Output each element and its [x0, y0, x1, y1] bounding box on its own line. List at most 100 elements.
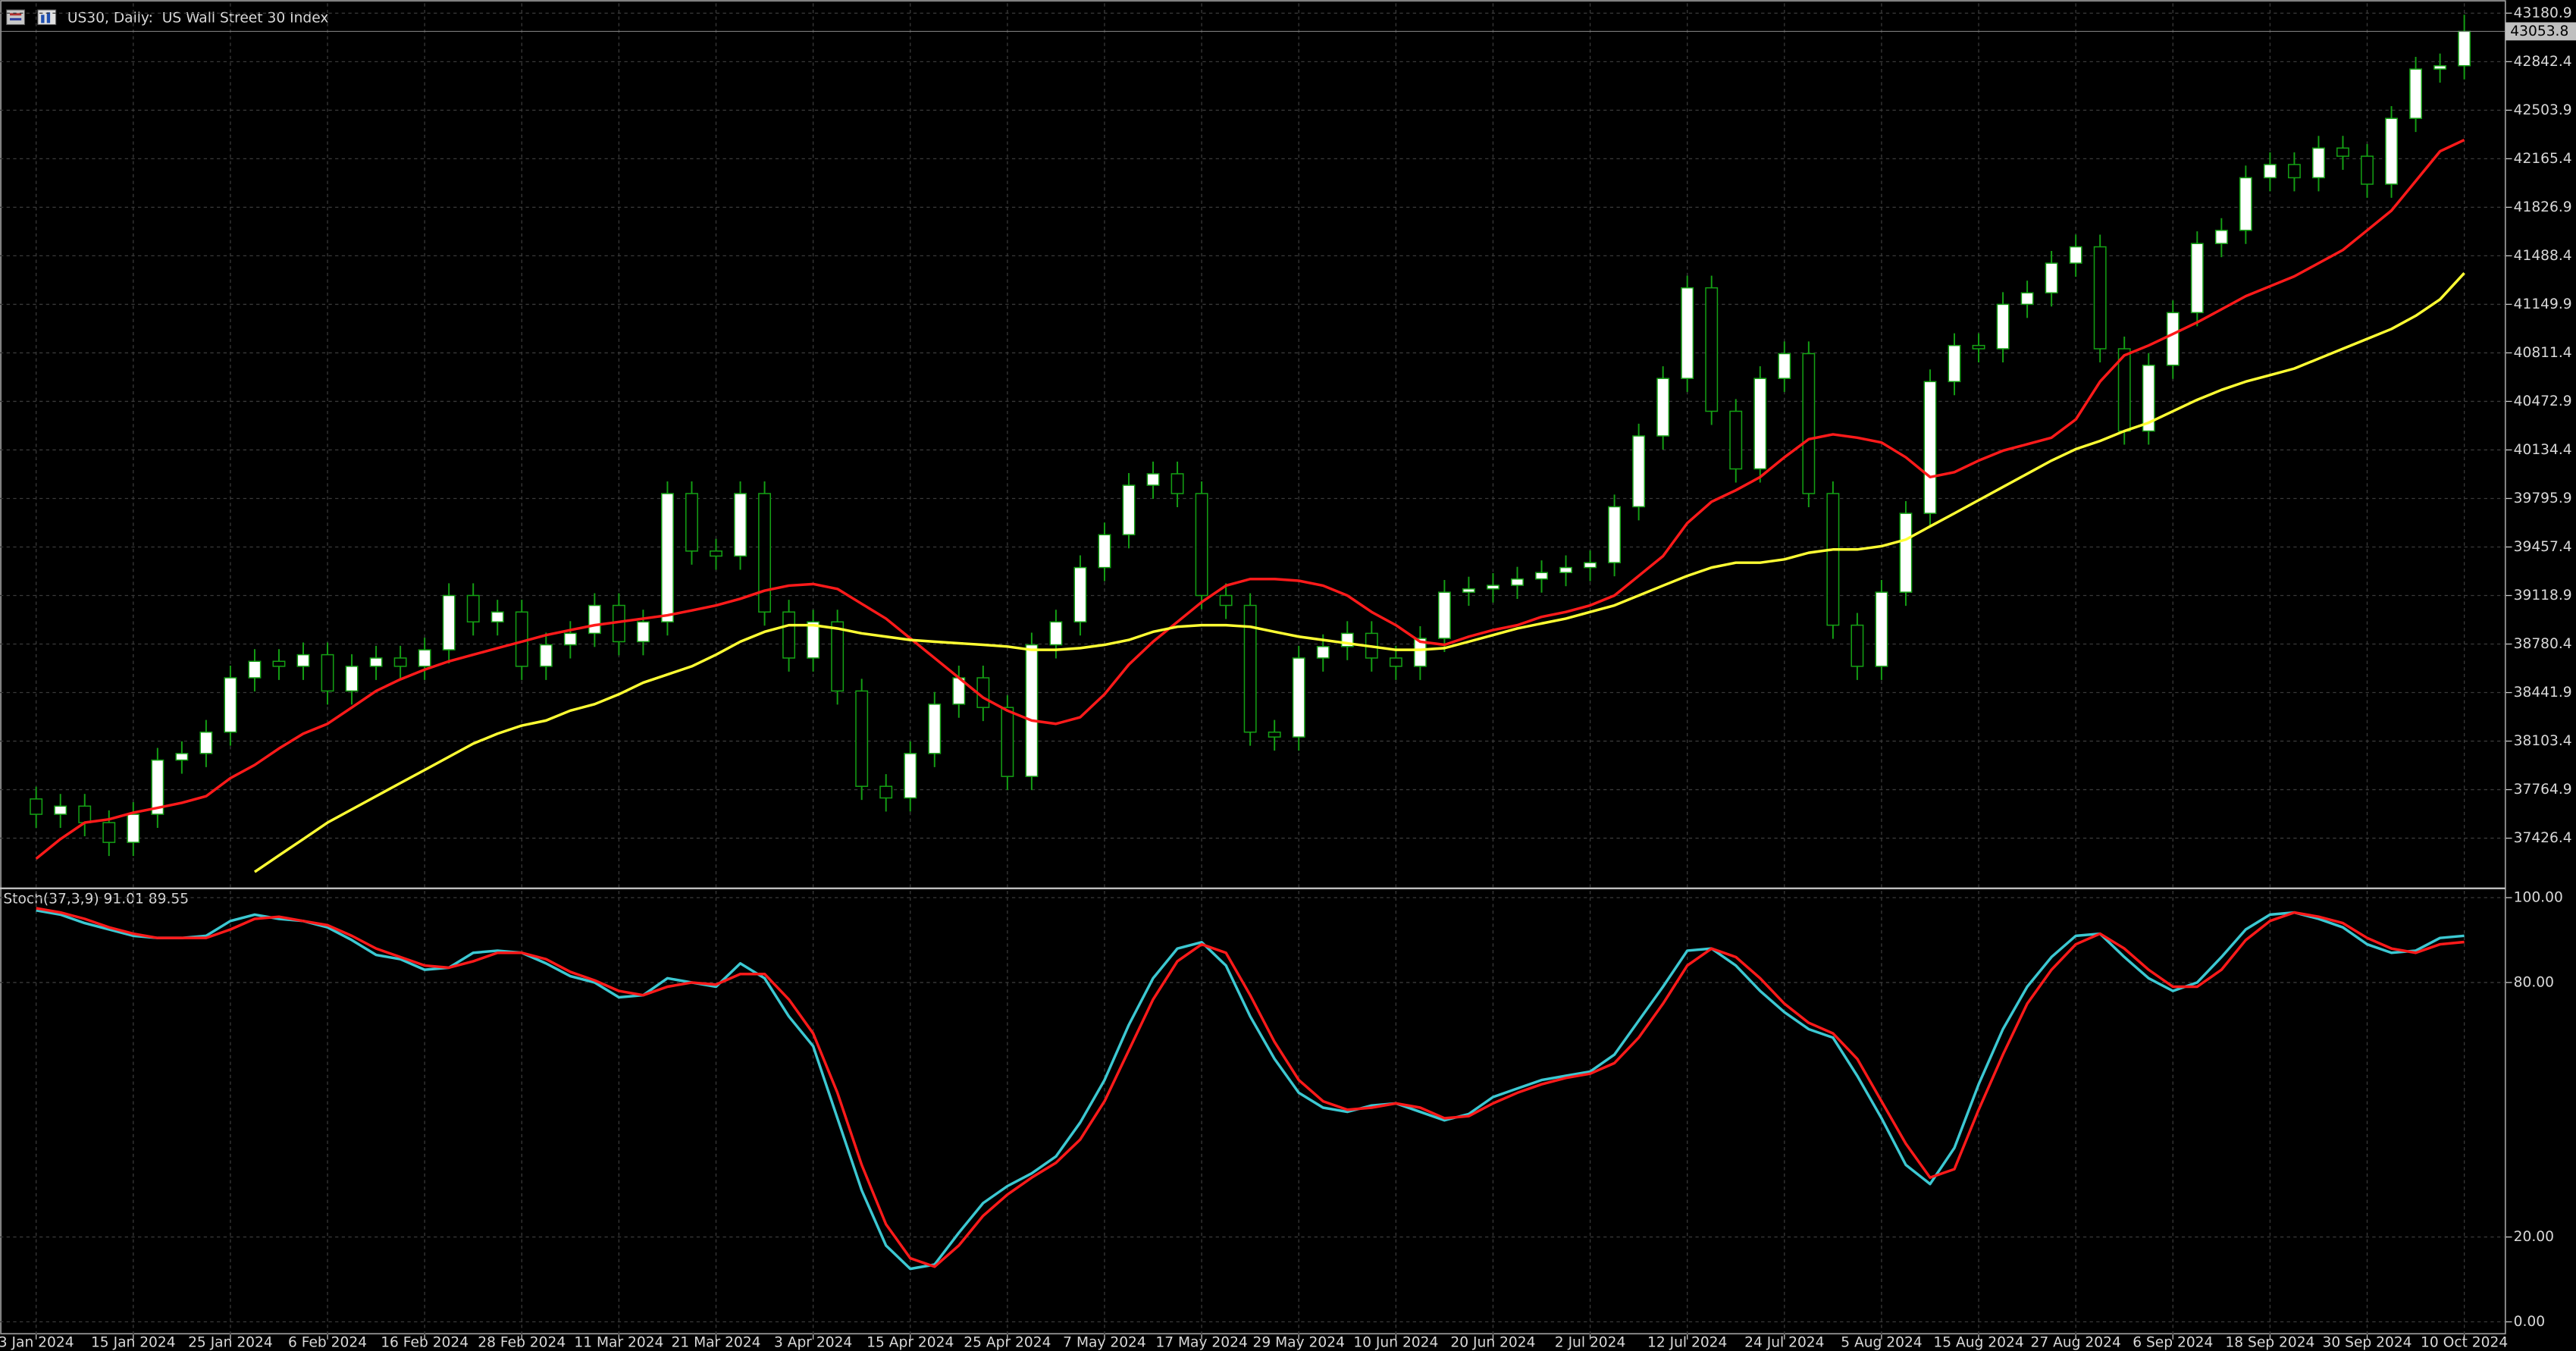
candle-body [30, 798, 43, 815]
candle-body [1268, 731, 1281, 738]
x-tick-label: 24 Jul 2024 [1744, 1335, 1824, 1351]
candle-body [2166, 312, 2180, 366]
candle-body [1656, 378, 1670, 437]
candle-body [758, 493, 772, 613]
y-tick-label: 39795.9 [2514, 491, 2572, 506]
y-tick-label: 80.00 [2514, 974, 2554, 990]
x-tick-label: 3 Apr 2024 [774, 1335, 852, 1351]
x-tick-label: 15 Apr 2024 [867, 1335, 954, 1351]
y-tick-label: 39457.4 [2514, 539, 2572, 555]
candle-body [102, 822, 116, 843]
y-tick-label: 0.00 [2514, 1314, 2545, 1330]
candle-body [1559, 566, 1572, 573]
y-tick-label: 39118.9 [2514, 588, 2572, 603]
candle-body [2214, 230, 2228, 244]
candle-body [710, 550, 722, 557]
icon-stripe [10, 17, 22, 20]
candle-body [1292, 657, 1305, 738]
candle-body [563, 632, 577, 646]
x-tick-label: 10 Oct 2024 [2421, 1335, 2508, 1351]
x-tick-label: 5 Aug 2024 [1841, 1335, 1922, 1351]
candle-body [1146, 473, 1160, 486]
candle-body [2409, 68, 2423, 119]
candle-body [2433, 64, 2447, 70]
icon-bar [46, 12, 51, 24]
x-tick-label: 18 Sep 2024 [2225, 1335, 2314, 1351]
candle-body [54, 805, 67, 815]
candle-body [539, 644, 553, 667]
x-tick-label: 29 May 2024 [1253, 1335, 1345, 1351]
candle-body [734, 493, 747, 557]
candle-body [175, 753, 189, 761]
x-tick-label: 6 Sep 2024 [2133, 1335, 2213, 1351]
candle-body [588, 604, 601, 635]
candle-body [2045, 262, 2058, 294]
candle-body [272, 660, 286, 667]
candle-body [296, 654, 310, 667]
candle-body [2020, 292, 2034, 306]
candlestick-panel [30, 14, 2471, 873]
candle-body [2239, 177, 2252, 231]
x-tick-label: 27 Aug 2024 [2031, 1335, 2121, 1351]
candle-body [127, 813, 140, 843]
icon-stripe [10, 13, 22, 16]
candle-body [1705, 287, 1719, 412]
candle-body [1316, 646, 1330, 659]
candle-body [442, 594, 456, 650]
candle-body [1535, 572, 1548, 580]
candle-body [1389, 657, 1402, 667]
candle-body [224, 677, 237, 733]
candle-body [1875, 591, 1888, 667]
candle-body [782, 611, 796, 659]
x-tick-label: 15 Aug 2024 [1933, 1335, 2023, 1351]
candle-body [1487, 585, 1500, 590]
candle-body [904, 753, 917, 799]
candle-body [1584, 562, 1597, 569]
candle-body [2385, 118, 2398, 185]
candle-body [1195, 493, 1208, 597]
y-tick-label: 38103.4 [2514, 733, 2572, 749]
y-tick-label: 38780.4 [2514, 636, 2572, 652]
x-tick-label: 30 Sep 2024 [2323, 1335, 2412, 1351]
candle-body [151, 759, 165, 815]
y-tick-label: 41826.9 [2514, 199, 2572, 215]
candle-body [369, 657, 383, 667]
x-tick-label: 12 Jul 2024 [1647, 1335, 1727, 1351]
y-tick-label: 41488.4 [2514, 248, 2572, 264]
candle-body [1802, 353, 1816, 494]
x-tick-label: 16 Feb 2024 [381, 1335, 469, 1351]
indicator-line [36, 909, 2465, 1271]
candle-body [199, 731, 213, 754]
x-tick-label: 3 Jan 2024 [0, 1335, 74, 1351]
last-price-box [2505, 22, 2576, 41]
indicator-line [36, 907, 2465, 1268]
candle-body [855, 690, 869, 787]
x-tick-label: 20 Jun 2024 [1450, 1335, 1535, 1351]
candle-body [1122, 484, 1136, 536]
candle-body [78, 805, 92, 823]
indicator-title: Stoch(37,3,9) 91.01 89.55 [3, 891, 189, 907]
x-tick-label: 11 Mar 2024 [574, 1335, 663, 1351]
candle-body [490, 611, 504, 623]
x-tick-label: 15 Jan 2024 [91, 1335, 176, 1351]
y-tick-label: 42503.9 [2514, 102, 2572, 118]
candle-body [1462, 588, 1475, 593]
candle-body [2093, 246, 2107, 350]
candle-body [685, 493, 698, 552]
candle-body [393, 657, 407, 667]
y-axis: 37426.4 37764.9 38103.4 38441.9 38780.4 39118… [0, 5, 2572, 846]
y-tick-label: 41149.9 [2514, 296, 2572, 312]
x-tick-label: 10 Jun 2024 [1353, 1335, 1438, 1351]
candle-body [928, 704, 942, 754]
x-tick-label: 25 Apr 2024 [964, 1335, 1051, 1351]
candle-body [1413, 638, 1427, 667]
indicator-line [253, 271, 2465, 873]
candle-body [1899, 513, 1913, 593]
candle-body [1753, 378, 1767, 470]
candle-body [1025, 644, 1039, 777]
candle-body [2287, 164, 2301, 179]
candle-body [2263, 164, 2277, 179]
